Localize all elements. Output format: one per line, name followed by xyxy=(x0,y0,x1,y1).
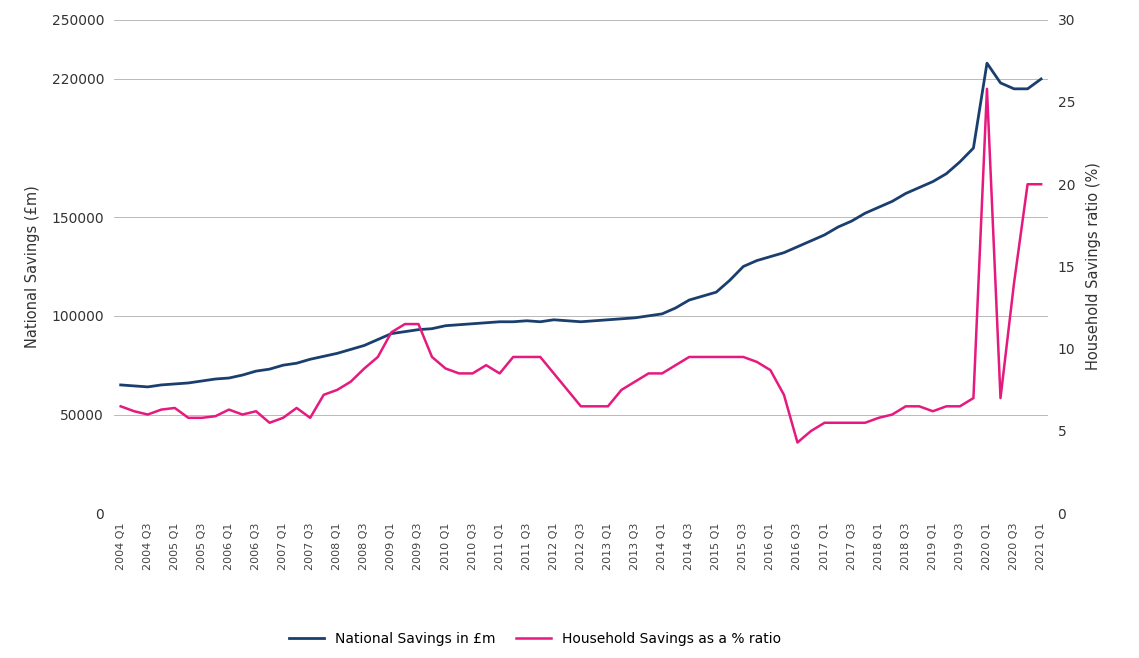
National Savings in £m xyxy=(277,361,290,369)
Household Savings as a % ratio xyxy=(641,370,655,378)
Line: National Savings in £m: National Savings in £m xyxy=(121,63,1041,387)
National Savings in £m xyxy=(303,355,317,363)
National Savings in £m xyxy=(141,383,155,391)
Household Savings as a % ratio xyxy=(114,402,128,411)
National Savings in £m xyxy=(114,381,128,389)
National Savings in £m xyxy=(655,310,669,318)
Household Savings as a % ratio xyxy=(790,438,804,446)
Household Savings as a % ratio xyxy=(181,414,195,422)
Y-axis label: National Savings (£m): National Savings (£m) xyxy=(25,185,41,348)
National Savings in £m xyxy=(195,377,208,385)
Line: Household Savings as a % ratio: Household Savings as a % ratio xyxy=(121,89,1041,442)
Household Savings as a % ratio xyxy=(289,404,303,412)
Household Savings as a % ratio xyxy=(1021,180,1034,188)
Household Savings as a % ratio xyxy=(981,85,994,93)
Legend: National Savings in £m, Household Savings as a % ratio: National Savings in £m, Household Saving… xyxy=(284,626,787,651)
National Savings in £m xyxy=(1034,75,1048,83)
National Savings in £m xyxy=(1021,85,1034,93)
National Savings in £m xyxy=(831,223,845,231)
Household Savings as a % ratio xyxy=(1034,180,1048,188)
Household Savings as a % ratio xyxy=(831,419,845,427)
Household Savings as a % ratio xyxy=(263,419,277,427)
National Savings in £m xyxy=(981,59,994,67)
Y-axis label: Household Savings ratio (%): Household Savings ratio (%) xyxy=(1087,163,1101,370)
